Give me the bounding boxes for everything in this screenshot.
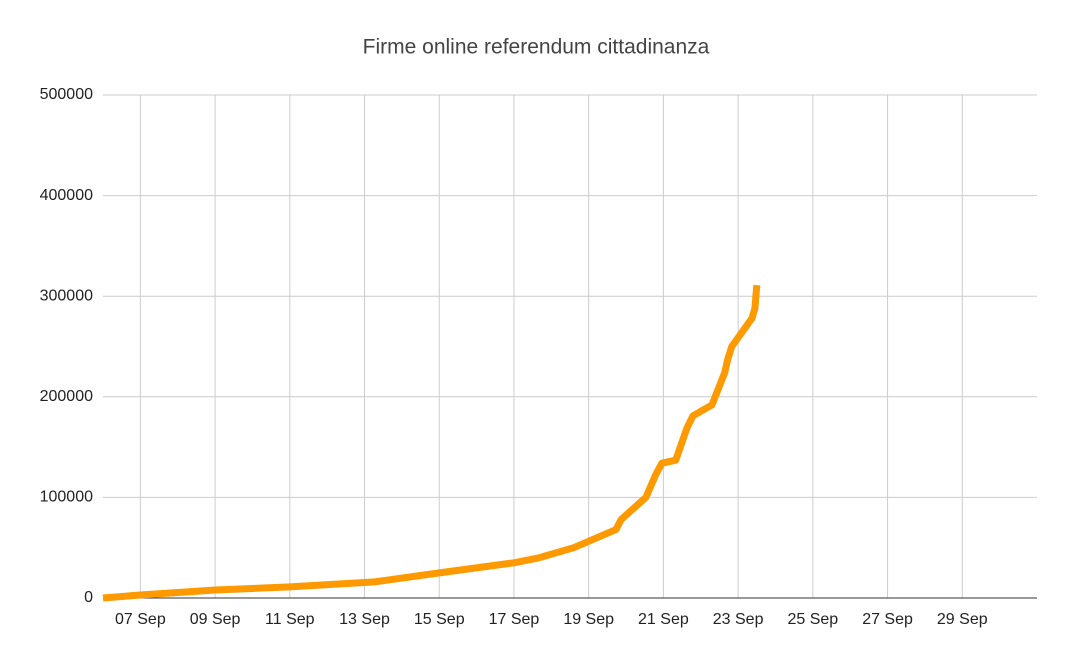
x-tick-label: 27 Sep xyxy=(862,611,913,628)
y-tick-label: 100000 xyxy=(40,489,93,506)
x-tick-label: 21 Sep xyxy=(638,611,689,628)
x-tick-label: 15 Sep xyxy=(414,611,465,628)
x-tick-label: 09 Sep xyxy=(190,611,241,628)
y-tick-label: 500000 xyxy=(40,86,93,103)
y-tick-label: 200000 xyxy=(40,388,93,405)
x-tick-label: 11 Sep xyxy=(265,611,315,628)
y-tick-label: 300000 xyxy=(40,287,93,304)
x-tick-label: 23 Sep xyxy=(713,611,764,628)
y-tick-label: 400000 xyxy=(40,187,93,204)
x-tick-label: 13 Sep xyxy=(339,611,390,628)
x-tick-label: 29 Sep xyxy=(937,611,988,628)
x-tick-label: 17 Sep xyxy=(489,611,540,628)
data-line xyxy=(102,284,761,602)
x-tick-label: 25 Sep xyxy=(787,611,838,628)
y-tick-label: 0 xyxy=(84,589,93,606)
chart-title: Firme online referendum cittadinanza xyxy=(363,36,710,59)
x-tick-label: 07 Sep xyxy=(115,611,166,628)
x-tick-label: 19 Sep xyxy=(563,611,614,628)
